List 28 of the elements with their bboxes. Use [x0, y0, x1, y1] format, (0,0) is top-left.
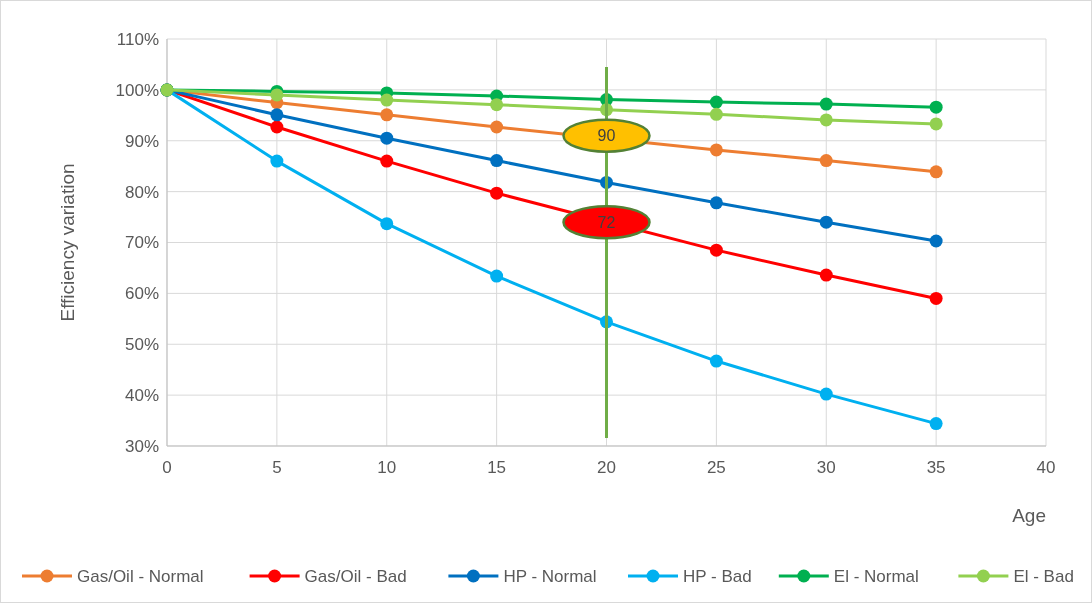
- y-tick-label: 80%: [124, 182, 159, 202]
- y-axis-title: Efficiency variation: [57, 163, 78, 322]
- x-axis-title: Age: [1012, 505, 1046, 526]
- legend-label: El - Normal: [833, 566, 919, 586]
- legend-label: Gas/Oil - Bad: [304, 566, 407, 586]
- x-tick-label: 35: [926, 458, 946, 477]
- legend-label: HP - Normal: [503, 566, 597, 586]
- x-tick-label: 30: [816, 458, 836, 477]
- x-tick-label: 10: [377, 458, 397, 477]
- x-tick-label: 5: [272, 458, 282, 477]
- annotation: 90: [597, 127, 616, 145]
- y-tick-label: 60%: [124, 284, 159, 304]
- legend-label: Gas/Oil - Normal: [77, 566, 204, 586]
- x-tick-label: 15: [487, 458, 507, 477]
- x-tick-label: 25: [706, 458, 726, 477]
- x-tick-label: 0: [162, 458, 172, 477]
- y-tick-label: 100%: [115, 80, 159, 100]
- legend-label: El - Bad: [1013, 566, 1074, 586]
- y-tick-label: 50%: [124, 335, 159, 355]
- x-tick-label: 20: [597, 458, 616, 477]
- x-tick-label: 40: [1036, 458, 1056, 477]
- y-tick-label: 110%: [116, 29, 159, 49]
- legend-label: HP - Bad: [683, 566, 752, 586]
- annotation: 72: [597, 213, 616, 231]
- y-tick-label: 40%: [124, 386, 159, 406]
- y-tick-label: 90%: [124, 131, 159, 151]
- y-tick-label: 30%: [124, 436, 159, 456]
- y-tick-label: 70%: [124, 233, 159, 253]
